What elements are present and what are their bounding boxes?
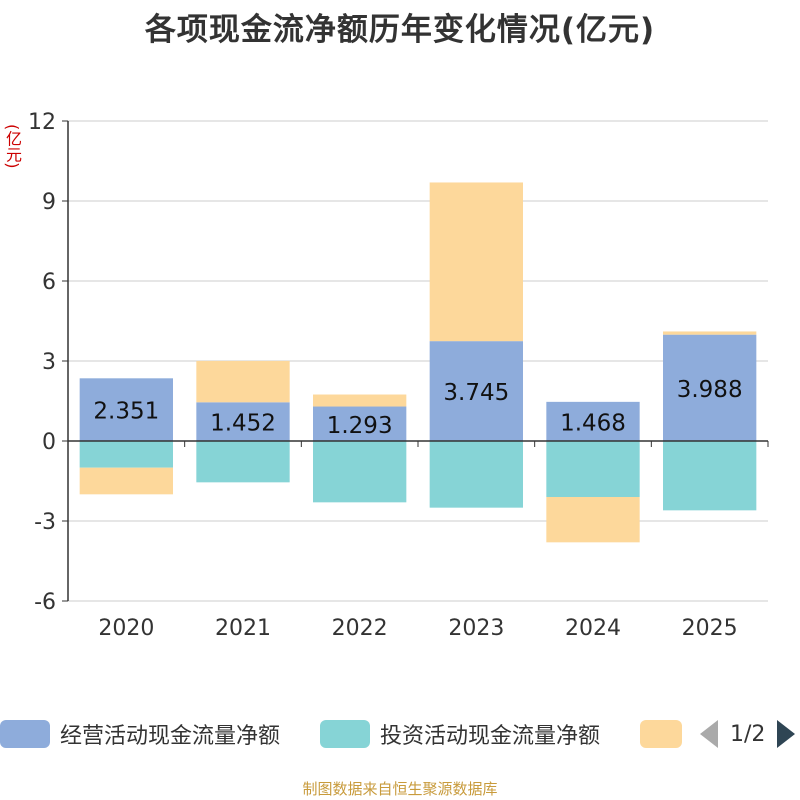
y-tick-label: 6	[42, 270, 56, 295]
bar-1-2022	[313, 441, 407, 503]
bar-1-2024	[546, 441, 640, 497]
bar-2-2021	[196, 360, 290, 403]
x-tick-label: 2025	[682, 616, 738, 641]
bar-2-2024	[546, 497, 640, 543]
legend-item-investing[interactable]: 投资活动现金流量净额	[320, 716, 600, 752]
legend-swatch-financing	[640, 720, 682, 748]
x-tick-label: 2021	[215, 616, 271, 641]
legend-pager: 1/2	[700, 716, 796, 752]
bar-0-2020	[79, 378, 173, 441]
x-tick-label: 2022	[332, 616, 388, 641]
bar-0-2021	[196, 402, 290, 441]
bar-data-label: 1.293	[327, 413, 393, 439]
y-tick-label: 3	[42, 350, 56, 375]
chart-title: 各项现金流净额历年变化情况(亿元)	[144, 12, 656, 48]
bar-2-2023	[429, 182, 523, 342]
bar-0-2025	[663, 334, 757, 441]
bar-chart: -6 -3 0 3 6 9 12 2.351 2020 1.452 2021 1.293 2022 3.7…	[28, 110, 769, 641]
y-tick-label: -6	[34, 590, 56, 615]
y-tick-label: 0	[42, 430, 56, 455]
legend-page-indicator: 1/2	[730, 721, 766, 747]
data-source-footer: 制图数据来自恒生聚源数据库	[302, 780, 498, 798]
y-tick-label: 12	[28, 110, 56, 135]
legend-item-financing[interactable]	[640, 716, 692, 752]
legend: 经营活动现金流量净额 投资活动现金流量净额	[0, 716, 800, 752]
bar-data-label: 2.351	[93, 399, 159, 425]
legend-label-investing: 投资活动现金流量净额	[380, 724, 601, 749]
bar-2-2022	[313, 394, 407, 407]
bar-2-2020	[79, 467, 173, 495]
bar-data-label: 3.745	[443, 380, 509, 406]
bar-0-2024	[546, 401, 640, 441]
bar-data-label: 1.452	[210, 411, 276, 437]
bar-1-2025	[663, 441, 757, 511]
legend-next-icon[interactable]	[777, 720, 796, 748]
x-tick-label: 2024	[565, 616, 621, 641]
bar-0-2022	[313, 406, 407, 441]
bar-1-2020	[79, 441, 173, 468]
y-tick-label: -3	[34, 510, 56, 535]
legend-label-operating: 经营活动现金流量净额	[60, 724, 281, 749]
bar-1-2021	[196, 441, 290, 483]
x-tick-label: 2020	[98, 616, 154, 641]
legend-item-operating[interactable]: 经营活动现金流量净额	[0, 716, 280, 752]
y-axis-unit: (亿元)	[3, 124, 22, 169]
y-tick-label: 9	[42, 190, 56, 215]
bar-0-2023	[429, 341, 523, 441]
legend-prev-icon[interactable]	[700, 720, 718, 748]
legend-swatch-operating	[0, 720, 50, 748]
legend-swatch-investing	[320, 720, 370, 748]
bar-1-2023	[429, 441, 523, 508]
bar-data-label: 3.988	[677, 377, 743, 403]
bar-2-2025	[663, 331, 757, 335]
bar-data-label: 1.468	[560, 410, 626, 436]
x-tick-label: 2023	[448, 616, 504, 641]
